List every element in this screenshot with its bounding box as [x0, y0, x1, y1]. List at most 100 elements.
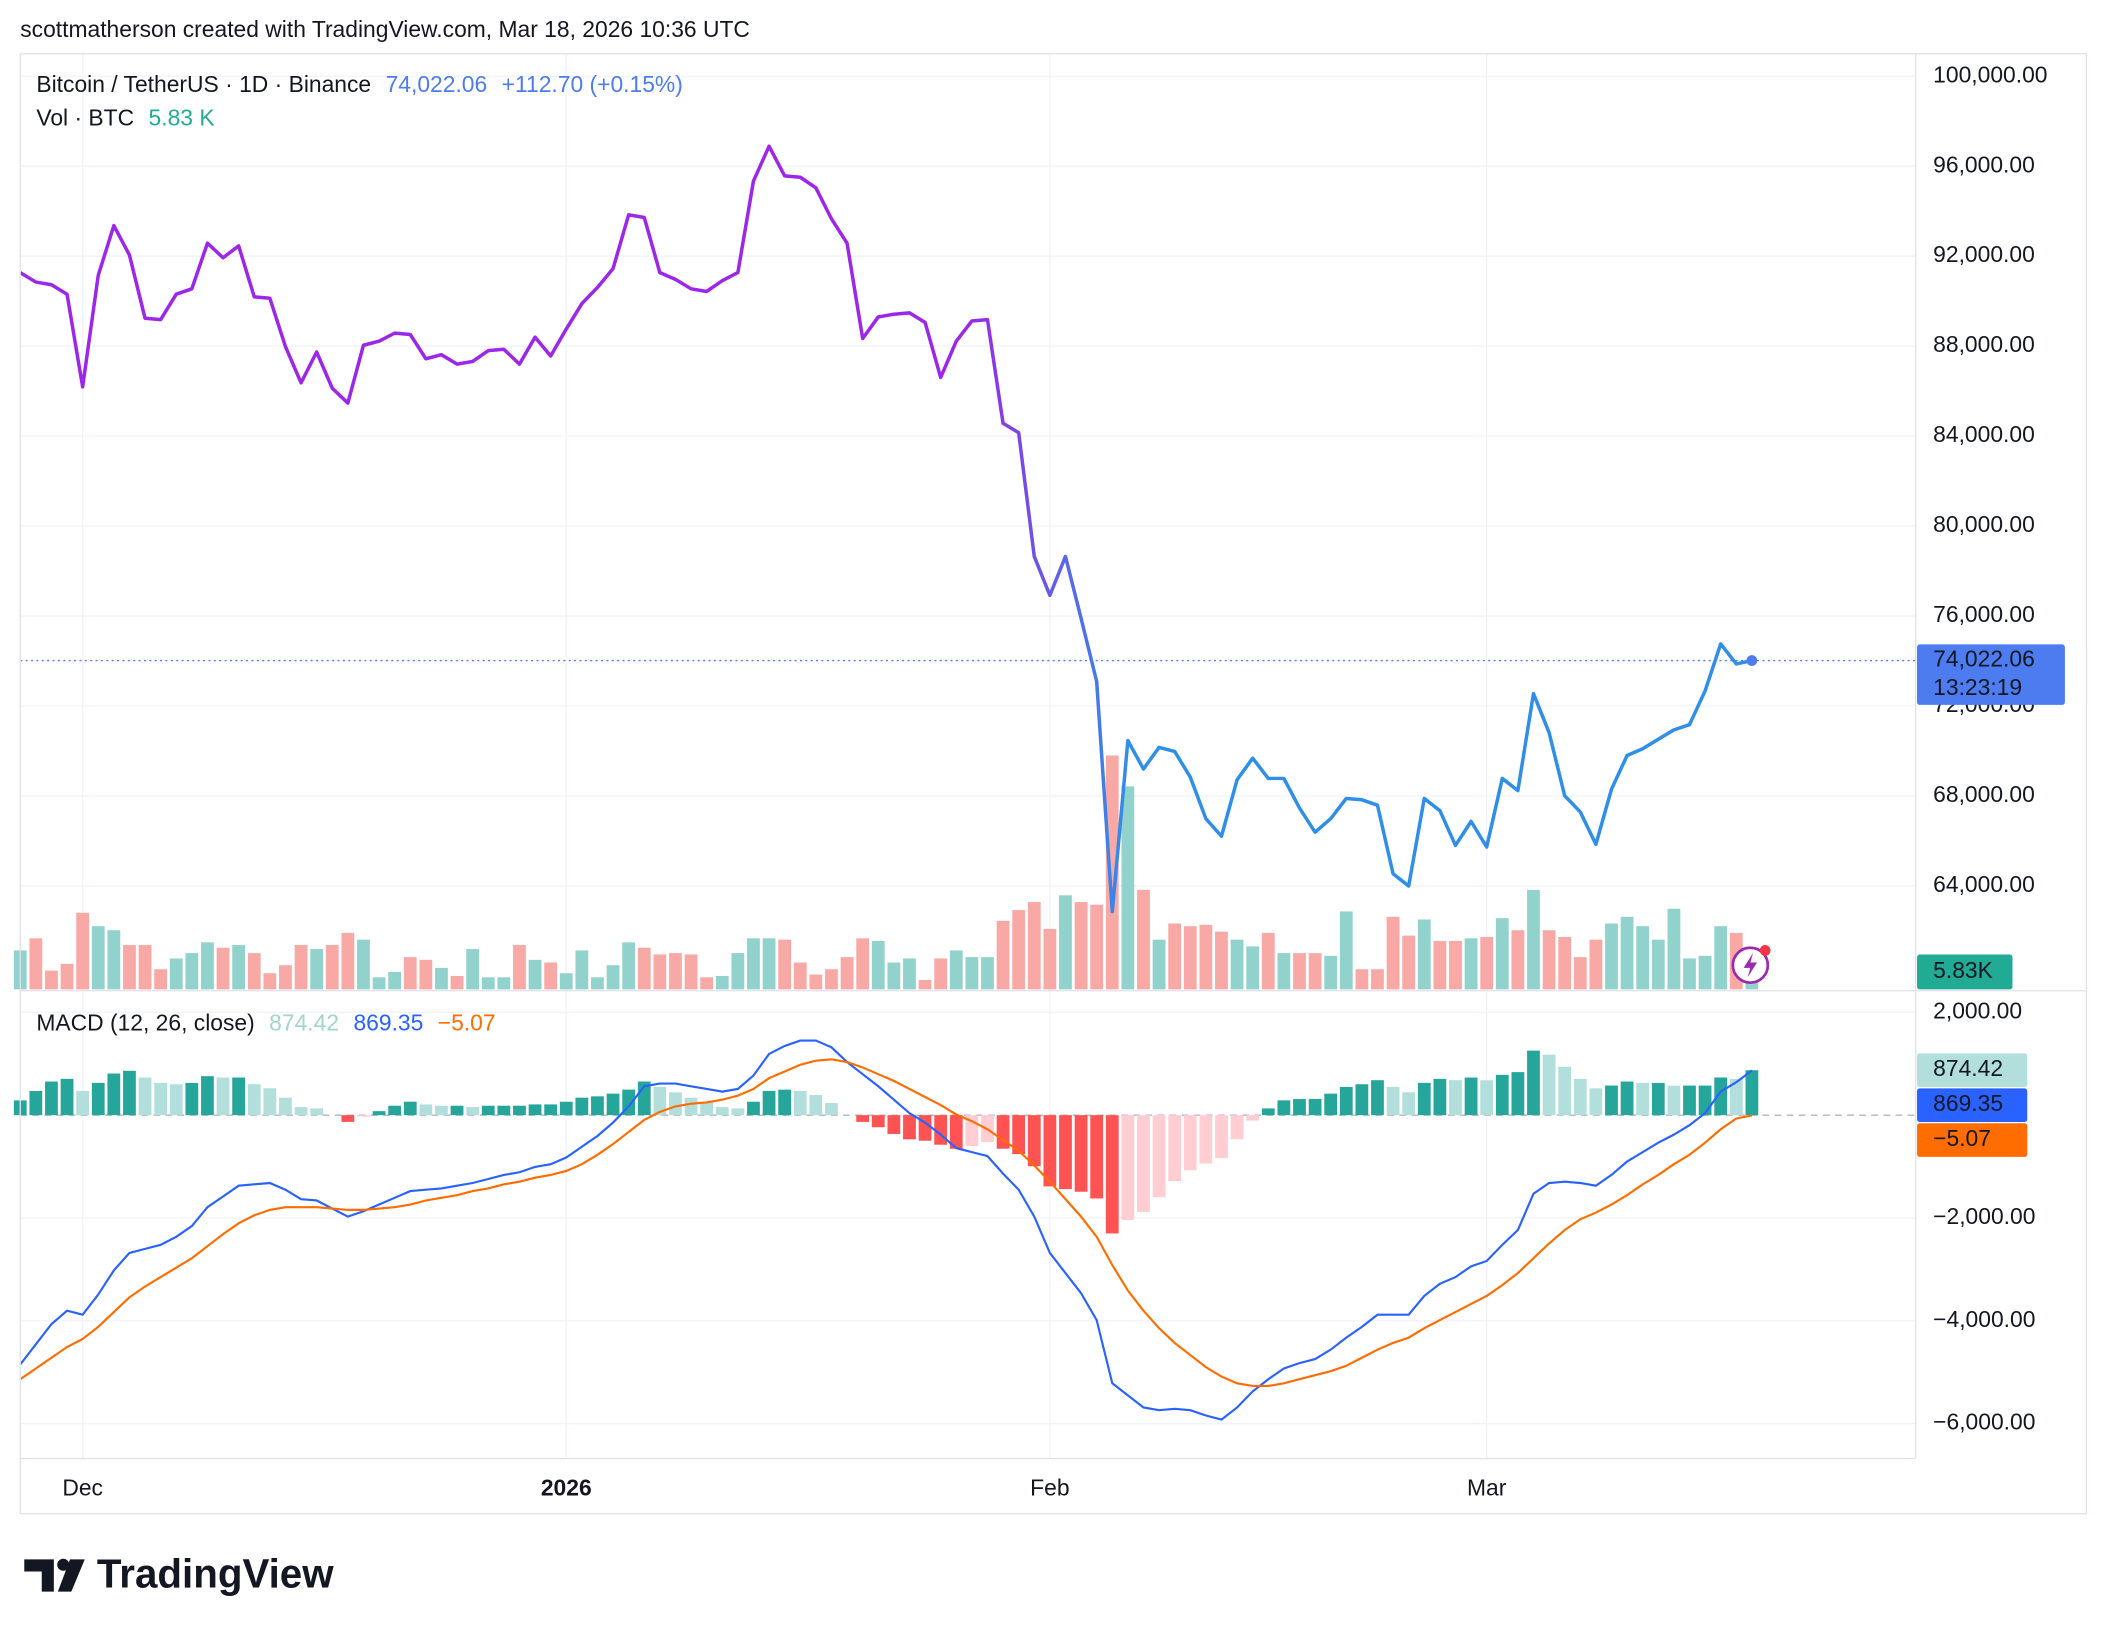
grid-layer: [20, 53, 1916, 1459]
histogram-bar: [747, 1101, 760, 1116]
volume-bar: [996, 920, 1010, 990]
volume-bar: [809, 974, 823, 990]
y-tick-label: 100,000.00: [1933, 61, 2047, 87]
alert-icon[interactable]: [1731, 945, 1771, 985]
volume-bar: [1542, 930, 1556, 990]
symbol-title: Bitcoin / TetherUS · 1D · Binance: [36, 71, 371, 97]
volume-value: 5.83 K: [149, 105, 215, 131]
logo-slash: [57, 1559, 85, 1592]
histogram-bar: [1293, 1099, 1306, 1116]
volume-bar: [1261, 932, 1275, 990]
volume-bar: [1059, 895, 1072, 990]
volume-bar: [138, 945, 152, 990]
histogram-bar: [1168, 1115, 1182, 1182]
y-tick-label: −4,000.00: [1933, 1306, 2035, 1332]
y-tick-label: 68,000.00: [1933, 781, 2035, 807]
volume-bar: [1355, 969, 1369, 990]
last-price: 74,022.06: [386, 71, 488, 97]
histogram-bar: [1137, 1115, 1150, 1212]
histogram-bar: [1651, 1082, 1665, 1116]
histogram-bar: [1417, 1082, 1431, 1116]
histogram-bar: [949, 1115, 963, 1149]
x-tick-label: Feb: [1030, 1475, 1069, 1501]
volume-bar: [1246, 946, 1260, 990]
volume-bar: [1074, 902, 1088, 990]
histogram-bar: [403, 1101, 417, 1116]
histogram-bar: [1043, 1115, 1057, 1187]
histogram-bar: [1527, 1050, 1540, 1116]
logo-dot: [57, 1558, 70, 1571]
volume-bar: [201, 942, 214, 990]
volume-bar: [216, 947, 230, 990]
histogram-bar: [388, 1105, 402, 1116]
histogram-bar: [887, 1115, 901, 1134]
logo: TradingView: [24, 1551, 334, 1597]
volume-bar: [1636, 926, 1650, 990]
volume-bar: [357, 939, 370, 990]
volume-bar: [29, 938, 43, 990]
countdown: 13:23:19: [1933, 674, 2022, 700]
histogram-bar: [169, 1084, 183, 1116]
price-badge: 74,022.06: [1933, 646, 2035, 672]
volume-bar: [544, 962, 558, 990]
volume-bar: [1308, 953, 1322, 990]
histogram-bar: [528, 1104, 542, 1116]
histogram-bar: [1464, 1077, 1478, 1116]
volume-bar: [1152, 939, 1166, 990]
volume-bar: [154, 969, 168, 990]
x-tick-label: Mar: [1467, 1475, 1507, 1501]
volume-bar: [1683, 958, 1696, 990]
histogram-bar: [1261, 1108, 1275, 1116]
volume-bar: [1230, 939, 1244, 990]
volume-bar: [934, 958, 948, 990]
volume-bar: [1620, 916, 1634, 990]
volume-layer: [13, 755, 1759, 990]
volume-bar: [1449, 941, 1462, 990]
volume-bar: [731, 953, 745, 990]
y-tick-label: 84,000.00: [1933, 421, 2035, 447]
histogram-bar: [1074, 1115, 1088, 1192]
histogram-bar: [1542, 1054, 1556, 1116]
volume-bar: [1386, 916, 1400, 990]
macd-line: [19, 1058, 1753, 1388]
volume-bar: [684, 954, 698, 990]
histogram-bar: [1371, 1080, 1384, 1116]
histogram-bar: [1199, 1115, 1213, 1164]
volume-legend: Vol · BTC 5.83 K: [36, 105, 214, 131]
histogram-bar: [247, 1084, 261, 1116]
histogram-bar: [1277, 1100, 1291, 1116]
histogram-bar: [1495, 1074, 1509, 1116]
histogram-bar: [1480, 1080, 1494, 1116]
histogram-bar: [793, 1090, 807, 1116]
price-line: [19, 144, 1753, 914]
histogram-bar: [185, 1082, 199, 1116]
symbol-legend: Bitcoin / TetherUS · 1D · Binance 74,022…: [36, 71, 682, 97]
volume-bar: [856, 938, 870, 990]
volume-bar: [762, 938, 776, 990]
volume-bar: [1464, 938, 1478, 990]
histogram-bar: [138, 1077, 152, 1116]
histogram-bar: [825, 1103, 838, 1116]
histogram-bar: [466, 1107, 480, 1116]
volume-bar: [606, 965, 620, 990]
volume-bar: [793, 962, 807, 990]
volume-bar: [435, 967, 448, 990]
histogram-bar: [856, 1115, 870, 1122]
histogram-bar: [1355, 1084, 1369, 1116]
volume-bar: [1402, 935, 1416, 990]
volume-bar: [559, 973, 573, 990]
histogram-bar: [762, 1090, 776, 1116]
volume-bar: [232, 945, 246, 990]
price-badge-bg: [1917, 644, 2065, 705]
histogram-bar: [1215, 1115, 1228, 1159]
histogram-bar: [1027, 1115, 1041, 1167]
volume-bar: [1090, 904, 1104, 990]
price-change: +112.70 (+0.15%): [502, 71, 683, 97]
histogram-bar: [1090, 1115, 1104, 1199]
volume-bar: [591, 977, 604, 990]
y-tick-label: 92,000.00: [1933, 241, 2035, 267]
histogram-bar: [497, 1105, 511, 1116]
volume-bar: [622, 942, 636, 990]
